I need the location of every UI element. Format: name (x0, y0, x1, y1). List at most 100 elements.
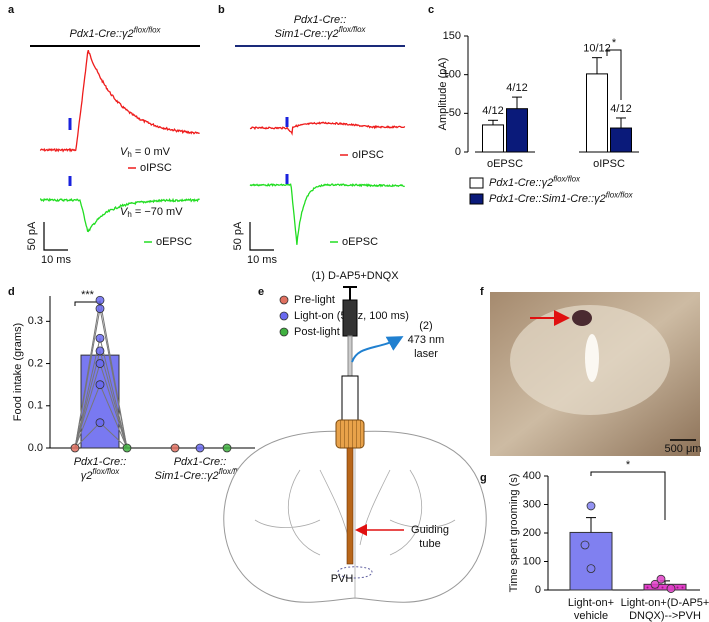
x-tick-label: oIPSC (593, 158, 625, 170)
y-axis-label: Food intake (grams) (12, 323, 24, 421)
bar (610, 127, 632, 153)
y-tick-label: 300 (523, 498, 541, 510)
significance-bracket (590, 471, 666, 520)
legend-label: oIPSC (352, 149, 384, 161)
data-point (95, 418, 105, 428)
y-tick-label: 0.0 (28, 442, 43, 454)
n-label: 4/12 (482, 105, 503, 117)
region-label: PVH (331, 573, 354, 585)
data-point (195, 443, 205, 453)
data-point (580, 540, 590, 550)
data-point (222, 443, 232, 453)
significance-label: * (612, 37, 617, 49)
n-label: 4/12 (610, 103, 631, 115)
x-tick-label: Light-on+ (568, 597, 614, 609)
pvh-outline (337, 566, 373, 579)
data-point (666, 584, 676, 593)
n-label: 4/12 (506, 82, 527, 94)
y-tick-label: 0.3 (28, 315, 43, 327)
legend-swatch (469, 193, 484, 205)
data-point (95, 346, 105, 356)
significance-label: *** (81, 289, 95, 301)
data-point (586, 564, 596, 574)
injection-site (572, 310, 592, 326)
y-tick-label: 0 (535, 584, 541, 596)
legend-swatch (279, 327, 289, 337)
data-point (656, 574, 666, 584)
panel-label: c (428, 4, 434, 16)
x-tick-label: oEPSC (487, 158, 523, 170)
legend-label: Pdx1-Cre::Sim1-Cre::γ2flox/flox (489, 191, 634, 205)
significance-bracket (606, 49, 622, 100)
scale-label: 500 μm (665, 443, 702, 455)
legend-label: Pre-light (294, 294, 335, 306)
panel-title: Pdx1-Cre:: Sim1-Cre::γ2flox/flox (275, 14, 367, 40)
bar (482, 124, 504, 153)
y-axis-label: Amplitude (pA) (437, 58, 449, 131)
y-tick-label: 200 (523, 527, 541, 539)
laser-label: laser (414, 348, 438, 360)
optic-fiber (351, 336, 404, 363)
cannula-holder (341, 375, 359, 421)
bar-texture (644, 584, 686, 590)
panel-label: a (8, 4, 15, 16)
data-point (170, 443, 180, 453)
n-label: 10/12 (583, 43, 611, 55)
data-point (95, 333, 105, 343)
epsc-trace (40, 197, 200, 233)
ipsc-trace (249, 121, 406, 136)
vh-part: h (127, 210, 131, 219)
guiding-tube (346, 447, 354, 565)
vh-part: = −70 mV (132, 206, 183, 218)
laser-label: (2) (419, 320, 432, 332)
drug-label: (1) D-AP5+DNQX (311, 270, 399, 282)
x-tick-label: Pdx1-Cre:: Sim1-Cre::γ2flox/flox (155, 456, 247, 482)
legend-label: oEPSC (342, 236, 378, 248)
y-axis-label: Time spent grooming (s) (508, 474, 520, 593)
y-tick-label: 100 (443, 69, 461, 81)
vh-part: h (127, 150, 131, 159)
y-tick-label: 0.1 (28, 400, 43, 412)
guide-cap (335, 419, 365, 449)
laser-label: 473 nm (408, 334, 445, 346)
panel-label: d (8, 286, 15, 298)
syringe (342, 299, 358, 337)
scale-label: 10 ms (41, 254, 71, 266)
vh-part: V (120, 206, 129, 218)
legend-swatch (279, 311, 289, 321)
y-tick-label: 400 (523, 470, 541, 482)
legend-label: oEPSC (156, 236, 192, 248)
scale-bar (249, 222, 274, 251)
data-point (122, 443, 132, 453)
bar (506, 108, 528, 153)
significance-bracket (74, 301, 101, 306)
x-tick-label: Pdx1-Cre:: γ2flox/flox (74, 456, 127, 482)
y-tick-label: 0 (455, 146, 461, 158)
x-tick-label: vehicle (574, 610, 608, 622)
panel-label: g (480, 472, 487, 484)
legend-label: Post-light (294, 326, 340, 338)
panel-label: e (258, 286, 264, 298)
epsc-trace (249, 182, 405, 245)
panel-title: Pdx1-Cre::γ2flox/flox (69, 26, 161, 40)
scale-label: 10 ms (247, 254, 277, 266)
ventricle (585, 334, 599, 382)
legend-label: Pdx1-Cre::γ2flox/flox (489, 175, 581, 189)
bar (569, 531, 613, 591)
data-point (70, 443, 80, 453)
y-tick-label: 150 (443, 30, 461, 42)
vh-part: = 0 mV (132, 146, 171, 158)
data-point (95, 295, 105, 305)
significance-label: * (626, 459, 631, 471)
legend-swatch (469, 177, 484, 189)
holding-potential: Vh = 0 mV (120, 146, 171, 159)
panel-label: f (480, 286, 484, 298)
data-point (95, 359, 105, 368)
x-tick-label: DNQX)-->PVH (629, 610, 701, 622)
data-point (95, 304, 105, 314)
bar (586, 73, 608, 153)
data-point (586, 501, 596, 511)
guide-label: Guiding (411, 524, 449, 536)
needle (347, 335, 353, 377)
